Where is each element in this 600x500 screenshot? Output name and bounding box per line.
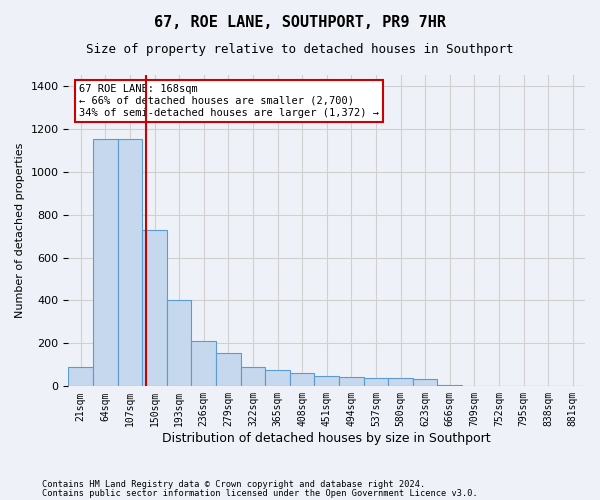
Bar (241, 367, 265, 386)
Text: Contains HM Land Registry data © Crown copyright and database right 2024.: Contains HM Land Registry data © Crown c… (42, 480, 425, 489)
Bar (314, 376, 339, 386)
Y-axis label: Number of detached properties: Number of detached properties (15, 143, 25, 318)
Text: 67 ROE LANE: 168sqm
← 66% of detached houses are smaller (2,700)
34% of semi-det: 67 ROE LANE: 168sqm ← 66% of detached ho… (79, 84, 379, 117)
Bar (93, 140, 118, 386)
Bar (339, 376, 364, 386)
Bar (413, 379, 437, 386)
X-axis label: Distribution of detached houses by size in Southport: Distribution of detached houses by size … (163, 432, 491, 445)
Bar (364, 378, 388, 386)
Text: 67, ROE LANE, SOUTHPORT, PR9 7HR: 67, ROE LANE, SOUTHPORT, PR9 7HR (154, 15, 446, 30)
Bar (167, 300, 191, 386)
Bar (191, 341, 216, 386)
Text: Size of property relative to detached houses in Southport: Size of property relative to detached ho… (86, 42, 514, 56)
Bar (265, 370, 290, 386)
Bar (216, 353, 241, 386)
Bar (118, 140, 142, 386)
Bar (388, 378, 413, 386)
Bar (290, 374, 314, 386)
Bar (142, 230, 167, 386)
Text: Contains public sector information licensed under the Open Government Licence v3: Contains public sector information licen… (42, 489, 478, 498)
Bar (68, 367, 93, 386)
